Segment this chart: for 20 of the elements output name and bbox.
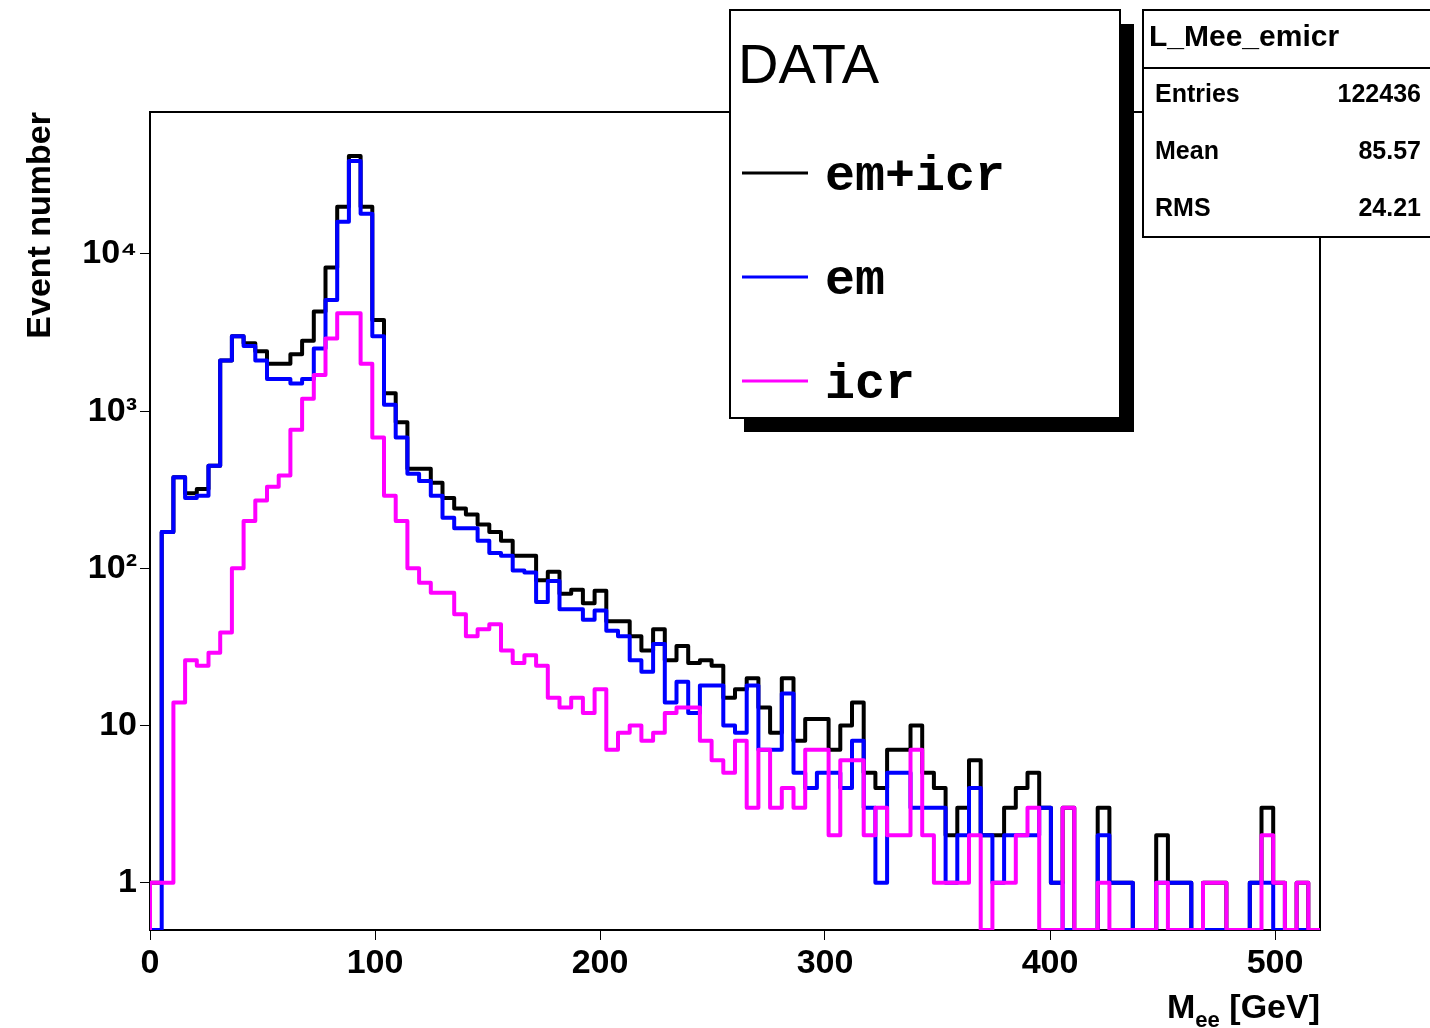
legend-label: icr xyxy=(825,355,916,413)
legend-label: em xyxy=(825,251,886,309)
y-tick-label: 10 xyxy=(99,703,137,742)
text: Entries 122436 xyxy=(1155,78,1421,107)
text: Mean 85.57 xyxy=(1155,135,1421,164)
text: RMS 24.21 xyxy=(1155,192,1421,221)
y-axis-title: Event number xyxy=(19,111,57,339)
x-tick-label: 100 xyxy=(346,941,404,980)
legend-title: DATA xyxy=(738,32,880,96)
x-tick-label: 500 xyxy=(1246,941,1304,980)
x-tick-label: 300 xyxy=(796,941,854,980)
legend-label: em+icr xyxy=(825,147,1006,205)
y-tick-label: 10⁴ xyxy=(82,232,137,271)
x-tick-label: 0 xyxy=(140,941,160,980)
text: L_Mee_emicr xyxy=(1149,19,1340,53)
y-tick-label: 10³ xyxy=(87,389,137,428)
x-tick-label: 200 xyxy=(571,941,629,980)
y-tick-label: 1 xyxy=(118,861,137,900)
y-tick-label: 10² xyxy=(87,546,137,585)
x-tick-label: 400 xyxy=(1021,941,1079,980)
